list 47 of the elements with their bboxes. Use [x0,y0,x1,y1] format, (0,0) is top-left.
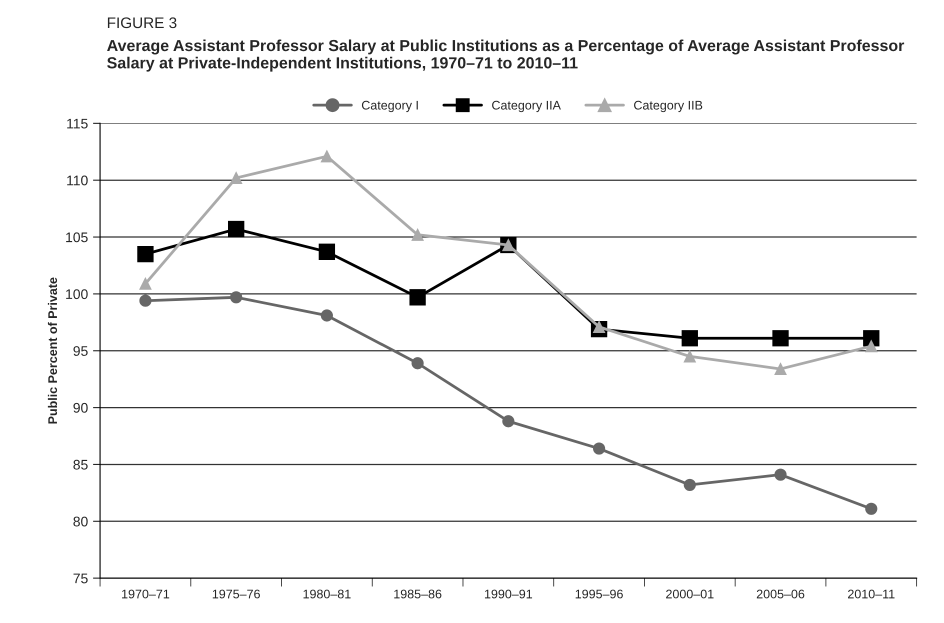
x-tick-label: 1970–71 [122,590,170,598]
x-tick-label: 1975–76 [212,590,260,598]
point [772,330,789,346]
x-tick-label: 1980–81 [304,590,351,598]
x-tick-label: 1995–96 [576,590,623,598]
point [592,442,606,455]
point [139,294,152,307]
point [318,244,336,260]
y-tick-label: 115 [67,118,88,129]
point [228,220,244,238]
point [774,362,787,376]
point [412,357,424,370]
y-tick-label: 85 [73,460,88,470]
point [137,246,154,262]
point [682,330,698,346]
y-tick-label: 95 [73,346,88,356]
x-tick-label: 1985–86 [394,590,442,598]
point [863,330,880,346]
point [774,468,787,481]
point [684,350,696,363]
point [865,340,878,352]
y-axis-title: Public Percent of Private [48,278,58,424]
x-tick-label: 2000–01 [666,590,714,598]
point [684,478,696,491]
point [320,309,333,322]
chart-title: FIGURE 3 [108,17,176,28]
y-tick-label: 75 [74,574,88,584]
point [412,228,424,241]
y-tick-label: 80 [73,516,88,526]
y-tick-label: 105 [66,232,88,242]
y-tick-label: 110 [67,176,88,186]
x-tick-label: 1990–91 [484,590,532,598]
y-tick-label: 100 [66,289,88,300]
point [230,291,242,304]
chart-subtitle: Average Assistant Professor Salary at Public Institutions as a Percentage of Average Assistant Professor Salary at Private-Independent Institutions, 1970–71 to 2010–11 [107,39,904,72]
y-tick-label: 90 [73,402,88,413]
legend-label: Category IIA [492,100,561,112]
point [139,278,152,290]
point [409,289,426,306]
x-tick-label: 2010–11 [848,590,895,598]
point [230,172,242,184]
legend-label: Category IIB [634,100,702,112]
point [865,502,878,515]
legend-label: Category I [362,100,418,112]
x-tick-label: 2005–06 [756,590,804,598]
point [502,415,514,428]
point [320,150,333,162]
